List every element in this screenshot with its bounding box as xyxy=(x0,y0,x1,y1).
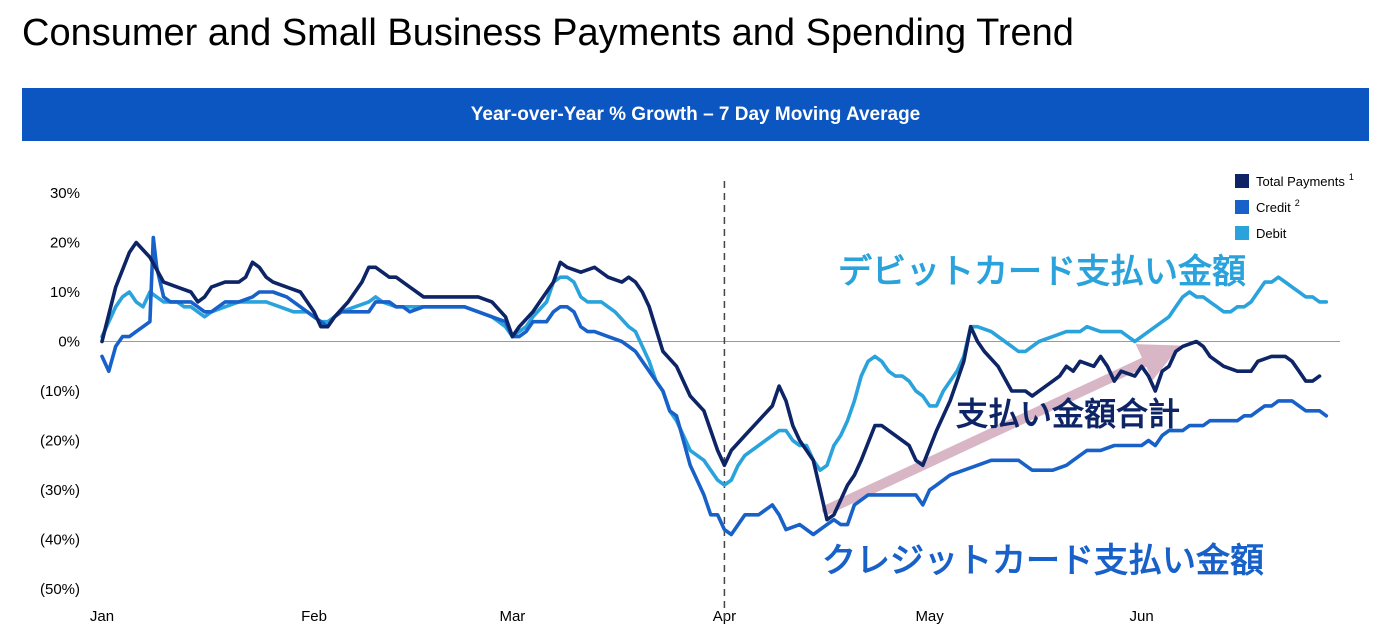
legend: Total Payments 1 Credit 2 Debit xyxy=(1235,172,1354,241)
page-title: Consumer and Small Business Payments and… xyxy=(22,12,1074,54)
x-tick-label: Jun xyxy=(1130,608,1154,625)
chart-title-banner: Year-over-Year % Growth – 7 Day Moving A… xyxy=(22,88,1369,141)
x-tick-label: Feb xyxy=(301,608,327,625)
annotation-total: 支払い金額合計 xyxy=(956,396,1180,432)
series-line-credit xyxy=(100,235,1329,537)
legend-swatch-debit xyxy=(1235,226,1249,240)
y-tick-label: 10% xyxy=(50,284,80,301)
y-tick-label: (10%) xyxy=(40,383,80,400)
annotation-debit: デビットカード支払い金額 xyxy=(838,252,1246,291)
chart-subtitle: Year-over-Year % Growth – 7 Day Moving A… xyxy=(470,103,921,125)
y-tick-label: (30%) xyxy=(40,482,80,499)
y-axis: 30% 20% 10% 0% (10%) (20%) (30%) (40%) (50%) xyxy=(40,185,80,598)
y-tick-label: (50%) xyxy=(40,581,80,598)
y-tick-label: 30% xyxy=(50,185,80,202)
legend-swatch-total xyxy=(1235,174,1249,188)
legend-label-debit: Debit xyxy=(1256,226,1287,241)
y-tick-label: 0% xyxy=(58,334,80,351)
y-tick-label: (40%) xyxy=(40,532,80,549)
y-tick-label: 20% xyxy=(50,235,80,252)
x-axis: Jan Feb Mar Apr May Jun xyxy=(90,608,1154,625)
legend-label-credit: Credit 2 xyxy=(1256,198,1300,215)
x-tick-label: Mar xyxy=(499,608,525,625)
series-line-total xyxy=(100,240,1322,522)
series-line-debit xyxy=(100,275,1329,487)
y-tick-label: (20%) xyxy=(40,433,80,450)
x-tick-label: May xyxy=(915,608,944,625)
legend-footnote-total: 1 xyxy=(1349,172,1354,182)
legend-footnote-credit: 2 xyxy=(1295,198,1300,208)
legend-label-total: Total Payments 1 xyxy=(1256,172,1354,189)
annotation-credit: クレジットカード支払い金額 xyxy=(822,541,1264,580)
x-tick-label: Jan xyxy=(90,608,114,625)
trend-arrow xyxy=(822,344,1181,515)
series-layer xyxy=(100,235,1329,537)
legend-swatch-credit xyxy=(1235,200,1249,214)
